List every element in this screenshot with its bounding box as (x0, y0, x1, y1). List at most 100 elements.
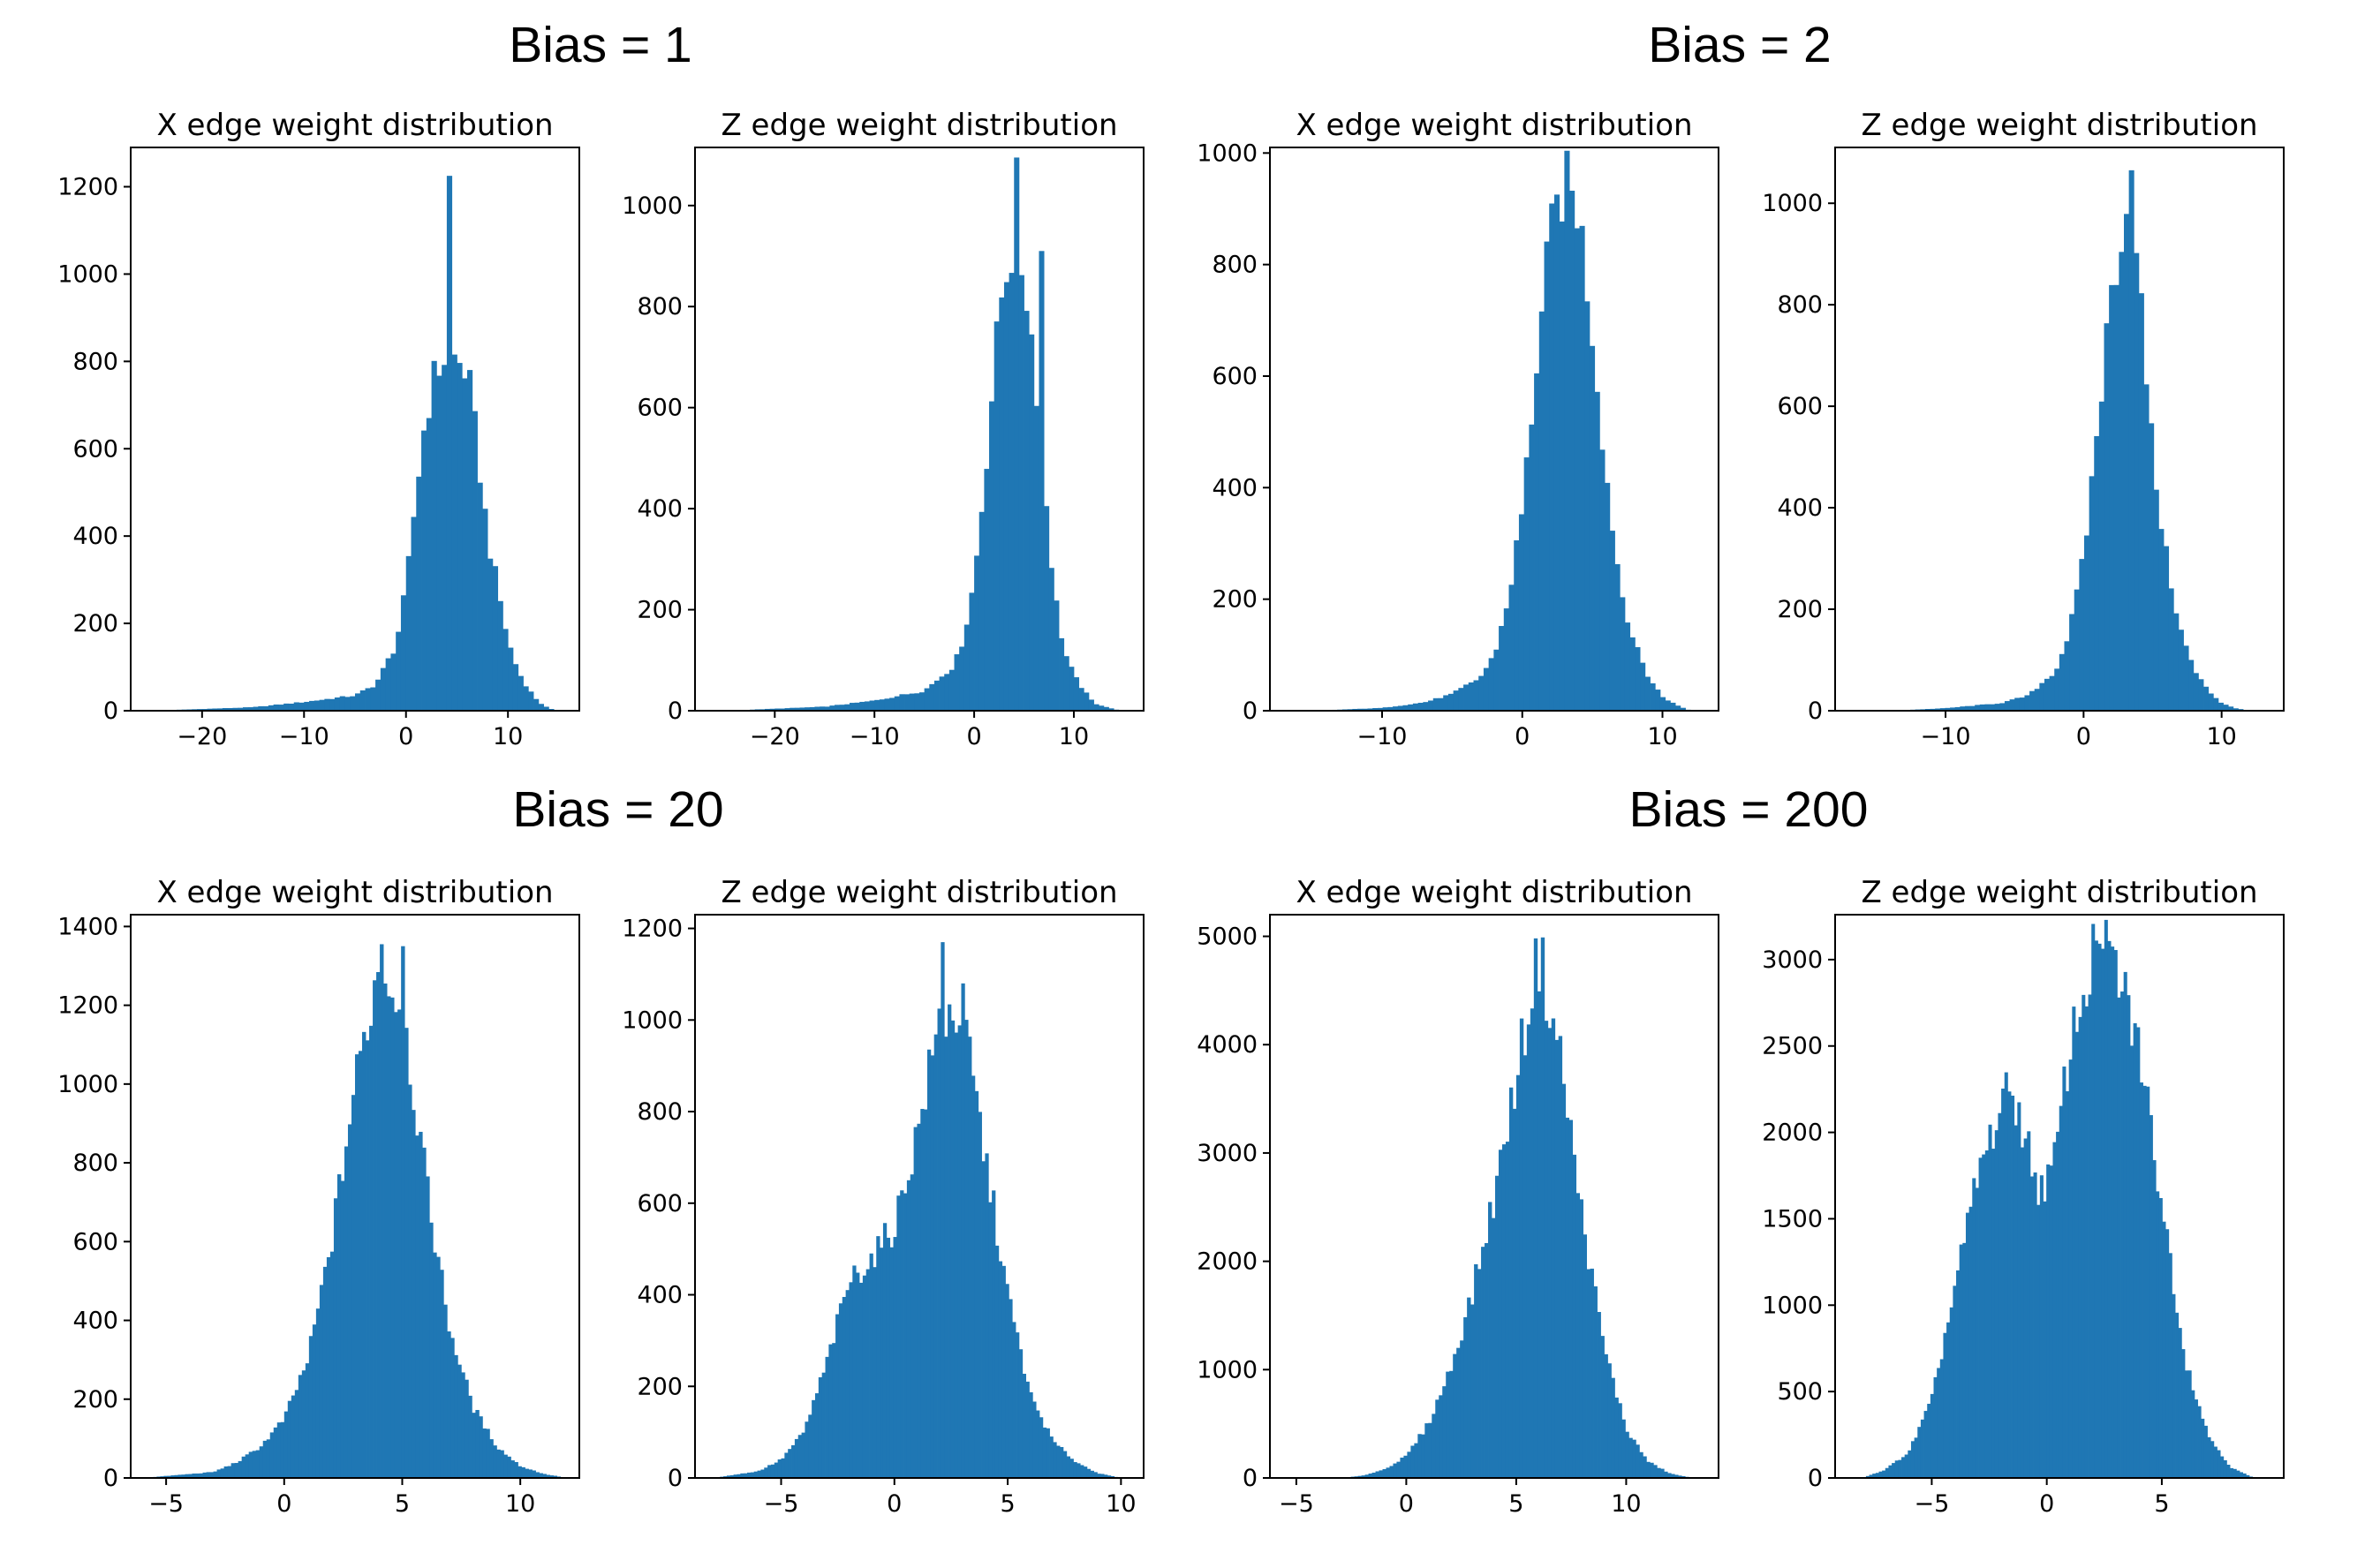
histogram-bar (263, 705, 269, 711)
histogram-bar (805, 707, 811, 711)
histogram-bar (535, 1472, 540, 1478)
histogram-bar (1614, 1397, 1619, 1478)
histogram-bar (1024, 311, 1030, 711)
histogram-bar (2089, 476, 2095, 711)
histogram-bar (1518, 514, 1525, 711)
histogram-panel: Z edge weight distribution−20 −10 0 1002004… (622, 108, 1145, 750)
histogram-bar (909, 693, 915, 711)
histogram-bar (774, 708, 781, 711)
y-tick-label: 200 (72, 610, 118, 637)
histogram-bar (1910, 1441, 1915, 1478)
y-tick-label: 4000 (1197, 1031, 1258, 1059)
histogram-bar (1959, 1244, 1963, 1478)
histogram-bar (1894, 1460, 1899, 1478)
histogram-bar (2098, 401, 2104, 711)
histogram-bar (426, 1176, 430, 1478)
histogram-bar (1540, 937, 1545, 1478)
histogram-bar (1066, 1456, 1071, 1478)
histogram-bar (1639, 1451, 1643, 1478)
histogram-bar (411, 516, 417, 711)
histogram-bar (1400, 1457, 1404, 1478)
histogram-bar (195, 1473, 200, 1478)
x-tick-label: 10 (1059, 723, 1089, 750)
histogram-bar (1402, 705, 1409, 711)
histogram-bar (1865, 1475, 1870, 1478)
histogram-bar (436, 375, 442, 711)
histogram-bar (369, 1025, 374, 1478)
histogram-bar (1488, 1202, 1492, 1478)
histogram-bar (859, 1282, 864, 1478)
histogram-bar (222, 707, 229, 711)
histogram-bar (839, 705, 845, 711)
histogram-bar (1447, 693, 1454, 711)
histogram-bar (497, 600, 503, 711)
histogram-bar (1078, 688, 1084, 711)
histogram-bar (376, 972, 381, 1478)
histogram-bar (259, 1446, 264, 1478)
histogram-bar (503, 1454, 508, 1478)
histogram-bar (2187, 1370, 2192, 1478)
histogram-bar (893, 1237, 897, 1478)
histogram-bar (1657, 1467, 1661, 1478)
histogram-bar (2146, 1086, 2150, 1478)
histogram-bar (1593, 1286, 1598, 1478)
y-tick-label: 800 (637, 1098, 683, 1126)
histogram-bar (2104, 919, 2108, 1478)
histogram-bar (1628, 1437, 1633, 1478)
panel-title: X edge weight distribution (1296, 875, 1692, 910)
histogram-bar (2088, 994, 2092, 1478)
histogram-bar (2134, 253, 2140, 712)
histogram-bar (2059, 1105, 2063, 1478)
x-tick-label: 5 (2154, 1490, 2169, 1518)
histogram-bar (944, 1037, 948, 1478)
histogram-bar (298, 1375, 303, 1478)
histogram-bar (2009, 699, 2015, 711)
histogram-bar (1073, 1462, 1077, 1478)
histogram-bar (1022, 1374, 1026, 1478)
histogram-bar (500, 1450, 504, 1478)
histogram-bar (729, 1474, 735, 1478)
histogram-bar (1632, 1439, 1636, 1478)
histogram-bar (1060, 1446, 1064, 1478)
histogram-bar (874, 699, 880, 711)
histogram-bar (2124, 214, 2130, 711)
histogram-bar (487, 558, 494, 711)
histogram-bar (2188, 660, 2195, 711)
histogram-bar (1667, 1473, 1672, 1478)
histogram-bar (903, 1193, 908, 1478)
histogram-bar (1382, 707, 1388, 711)
plot-frame (694, 914, 1145, 1479)
histogram-bar (273, 704, 279, 711)
y-tick-label: 1500 (1762, 1205, 1823, 1233)
histogram-bar (2213, 1446, 2218, 1478)
histogram-bar (825, 1356, 829, 1478)
histogram-bar (1544, 1021, 1549, 1478)
histogram-bar (957, 1025, 962, 1478)
y-tick-label: 800 (637, 293, 683, 320)
histogram-bar (1439, 1395, 1443, 1478)
histogram-bar (1042, 1427, 1047, 1478)
histogram-bar (1432, 1414, 1436, 1478)
x-tick-label: 10 (505, 1490, 535, 1518)
histogram-bar (1393, 1463, 1397, 1478)
histogram-bar (1514, 540, 1520, 711)
histogram-bar (2220, 1456, 2225, 1478)
histogram-bar (2162, 1221, 2166, 1478)
histogram-bar (876, 1236, 880, 1478)
histogram-bar (2091, 924, 2096, 1478)
histogram-bar (489, 1439, 494, 1478)
histogram-bar (1012, 1322, 1016, 1478)
histogram-bar (939, 676, 945, 711)
histogram-bar (1917, 1427, 1922, 1478)
histogram-bar (1056, 1445, 1061, 1478)
histogram-bar (1032, 1401, 1037, 1478)
histogram-bar (440, 1270, 444, 1478)
histogram-bar (1988, 1124, 1992, 1478)
histogram-bar (199, 1473, 203, 1478)
histogram-bar (820, 706, 826, 711)
histogram-bar (1620, 597, 1626, 711)
histogram-bar (375, 679, 382, 711)
histogram-bar (1107, 1475, 1112, 1478)
histogram-bar (1033, 405, 1039, 711)
histogram-bar (223, 1466, 229, 1478)
